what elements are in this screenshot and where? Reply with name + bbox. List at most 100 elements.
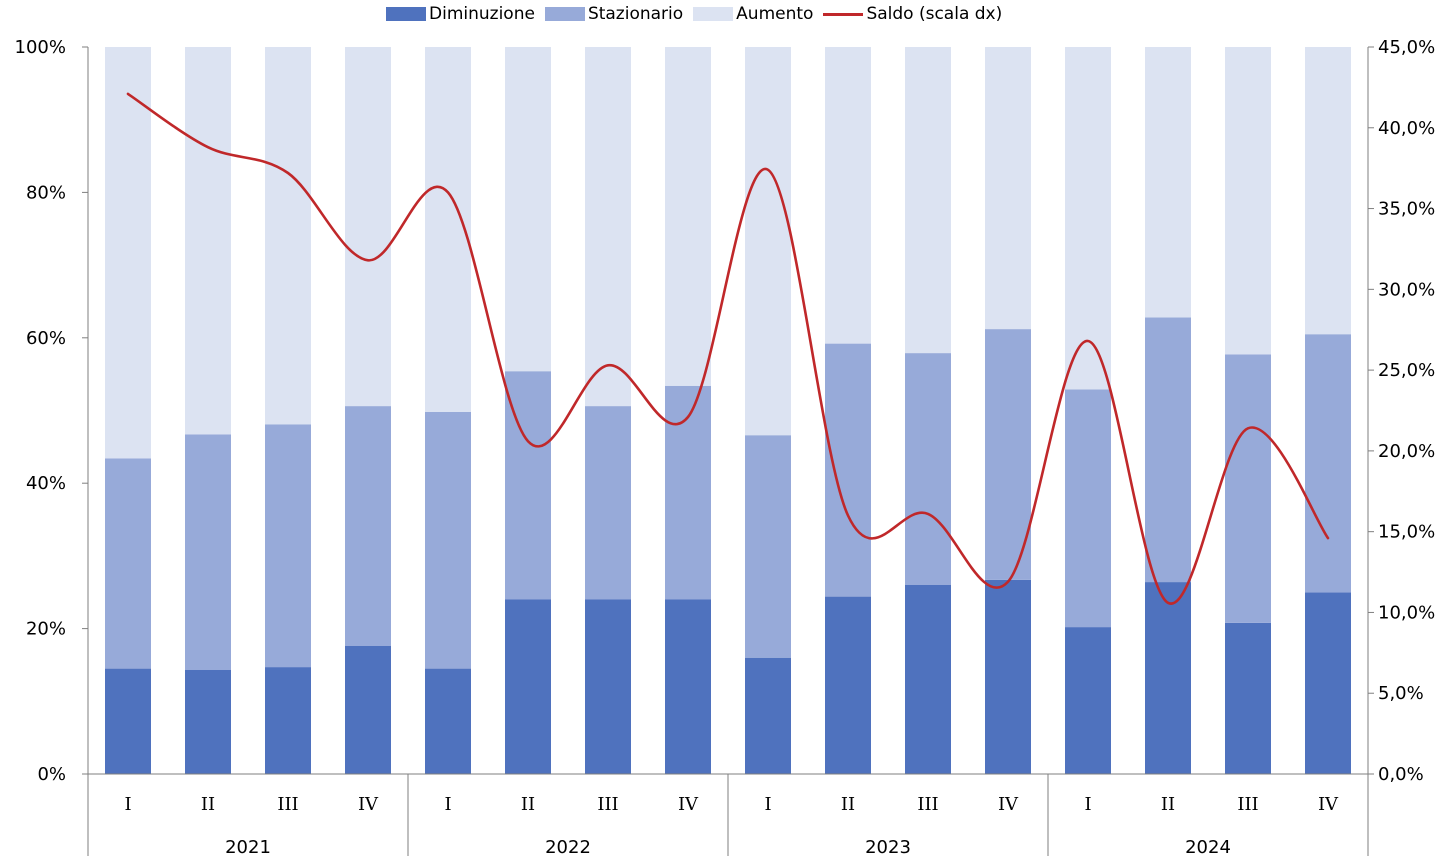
y-right-tick-label-0: 0,0% (1378, 764, 1424, 785)
y-left-tick-label-2: 40% (26, 473, 66, 494)
bar-diminuzione-8 (745, 657, 791, 774)
y-right-tick-label-6: 30,0% (1378, 279, 1435, 300)
y-left-tick-label-0: 0% (37, 764, 66, 785)
bar-aumento-12 (1065, 47, 1111, 390)
y-right-tick-label-8: 40,0% (1378, 118, 1435, 139)
legend-swatch-saldo (823, 12, 864, 16)
x-category-label-10: III (917, 794, 938, 815)
bar-diminuzione-0 (105, 668, 151, 774)
bar-aumento-9 (825, 47, 871, 344)
bar-diminuzione-11 (985, 579, 1031, 774)
y-right-tick-label-2: 10,0% (1378, 602, 1435, 623)
bar-stazionario-7 (665, 385, 711, 600)
bar-stazionario-12 (1065, 389, 1111, 628)
legend-item-diminuzione: Diminuzione (386, 4, 535, 24)
legend-swatch-aumento (693, 7, 734, 21)
bar-aumento-2 (265, 47, 311, 425)
bar-stazionario-13 (1145, 317, 1191, 582)
legend-label-stazionario: Stazionario (587, 4, 684, 24)
x-category-label-7: IV (678, 794, 699, 815)
bar-stazionario-14 (1225, 354, 1271, 623)
bar-diminuzione-9 (825, 596, 871, 774)
bar-aumento-0 (105, 47, 151, 459)
x-category-label-9: II (841, 794, 855, 815)
bar-diminuzione-1 (185, 670, 231, 774)
labels-layer: 0% 20% 40% 60% 80% 100% 0,0% 5,0% 10,0% 15,0% 20,0… (15, 37, 1436, 856)
bar-stazionario-0 (105, 458, 151, 669)
bar-diminuzione-15 (1305, 592, 1351, 775)
x-category-label-11: IV (998, 794, 1019, 815)
bar-aumento-6 (585, 47, 631, 407)
bar-diminuzione-10 (905, 585, 951, 774)
bar-stazionario-10 (905, 353, 951, 585)
bar-stazionario-1 (185, 434, 231, 670)
legend-swatch-stazionario (544, 7, 585, 21)
bar-stazionario-9 (825, 343, 871, 597)
bar-aumento-11 (985, 47, 1031, 330)
bar-stazionario-4 (425, 412, 471, 669)
bar-aumento-15 (1305, 47, 1351, 335)
y-right-tick-label-5: 25,0% (1378, 360, 1435, 381)
bar-diminuzione-7 (665, 599, 711, 774)
bar-diminuzione-14 (1225, 622, 1271, 774)
y-right-tick-label-1: 5,0% (1378, 683, 1424, 704)
y-left-tick-label-5: 100% (15, 37, 66, 58)
bar-aumento-1 (185, 47, 231, 435)
x-category-label-15: IV (1318, 794, 1339, 815)
bar-stazionario-2 (265, 424, 311, 668)
legend-label-saldo: Saldo (scala dx) (866, 4, 1003, 24)
bar-aumento-10 (905, 47, 951, 354)
bar-aumento-5 (505, 47, 551, 372)
y-right-tick-label-3: 15,0% (1378, 522, 1435, 543)
y-left-tick-label-3: 60% (26, 328, 66, 349)
x-group-label-2: 2023 (865, 837, 911, 856)
y-left-tick-label-4: 80% (26, 182, 66, 203)
x-category-label-5: II (521, 794, 535, 815)
bar-aumento-13 (1145, 47, 1191, 318)
legend-item-saldo: Saldo (scala dx) (823, 4, 1002, 24)
axes-layer (82, 46, 1374, 856)
y-right-tick-label-4: 20,0% (1378, 441, 1435, 462)
x-group-label-3: 2024 (1185, 837, 1231, 856)
x-category-label-12: I (1084, 794, 1091, 815)
legend-swatch-diminuzione (386, 7, 426, 21)
bar-stazionario-11 (985, 329, 1031, 580)
x-category-label-3: IV (358, 794, 379, 815)
legend: Diminuzione Stazionario Aumento Saldo (s… (386, 4, 1012, 24)
x-group-label-1: 2022 (545, 837, 591, 856)
bar-diminuzione-4 (425, 668, 471, 774)
bar-diminuzione-13 (1145, 582, 1191, 774)
x-group-label-0: 2021 (225, 837, 271, 856)
bar-diminuzione-6 (585, 599, 631, 774)
bar-stazionario-3 (345, 406, 391, 646)
x-category-label-4: I (444, 794, 451, 815)
bar-stazionario-6 (585, 406, 631, 600)
bar-stazionario-8 (745, 435, 791, 658)
bars-layer (105, 47, 1351, 775)
bar-stazionario-15 (1305, 334, 1351, 593)
legend-item-stazionario: Stazionario (544, 4, 684, 24)
saldo-line-layer (126, 92, 1330, 605)
bar-diminuzione-2 (265, 667, 311, 774)
x-category-label-0: I (124, 794, 131, 815)
bar-aumento-3 (345, 47, 391, 407)
y-right-tick-label-9: 45,0% (1378, 37, 1435, 58)
x-category-label-14: III (1237, 794, 1258, 815)
bar-aumento-4 (425, 47, 471, 412)
legend-label-aumento: Aumento (736, 4, 814, 24)
bar-aumento-8 (745, 47, 791, 436)
bar-diminuzione-3 (345, 646, 391, 774)
bar-aumento-14 (1225, 47, 1271, 355)
x-category-label-1: II (201, 794, 215, 815)
legend-item-aumento: Aumento (693, 4, 813, 24)
x-category-label-2: III (277, 794, 298, 815)
legend-label-diminuzione: Diminuzione (429, 4, 535, 24)
bar-diminuzione-12 (1065, 627, 1111, 774)
bar-diminuzione-5 (505, 599, 551, 774)
x-category-label-8: I (764, 794, 771, 815)
bar-aumento-7 (665, 47, 711, 386)
y-right-tick-label-7: 35,0% (1378, 199, 1435, 220)
x-category-label-6: III (597, 794, 618, 815)
x-category-label-13: II (1161, 794, 1175, 815)
